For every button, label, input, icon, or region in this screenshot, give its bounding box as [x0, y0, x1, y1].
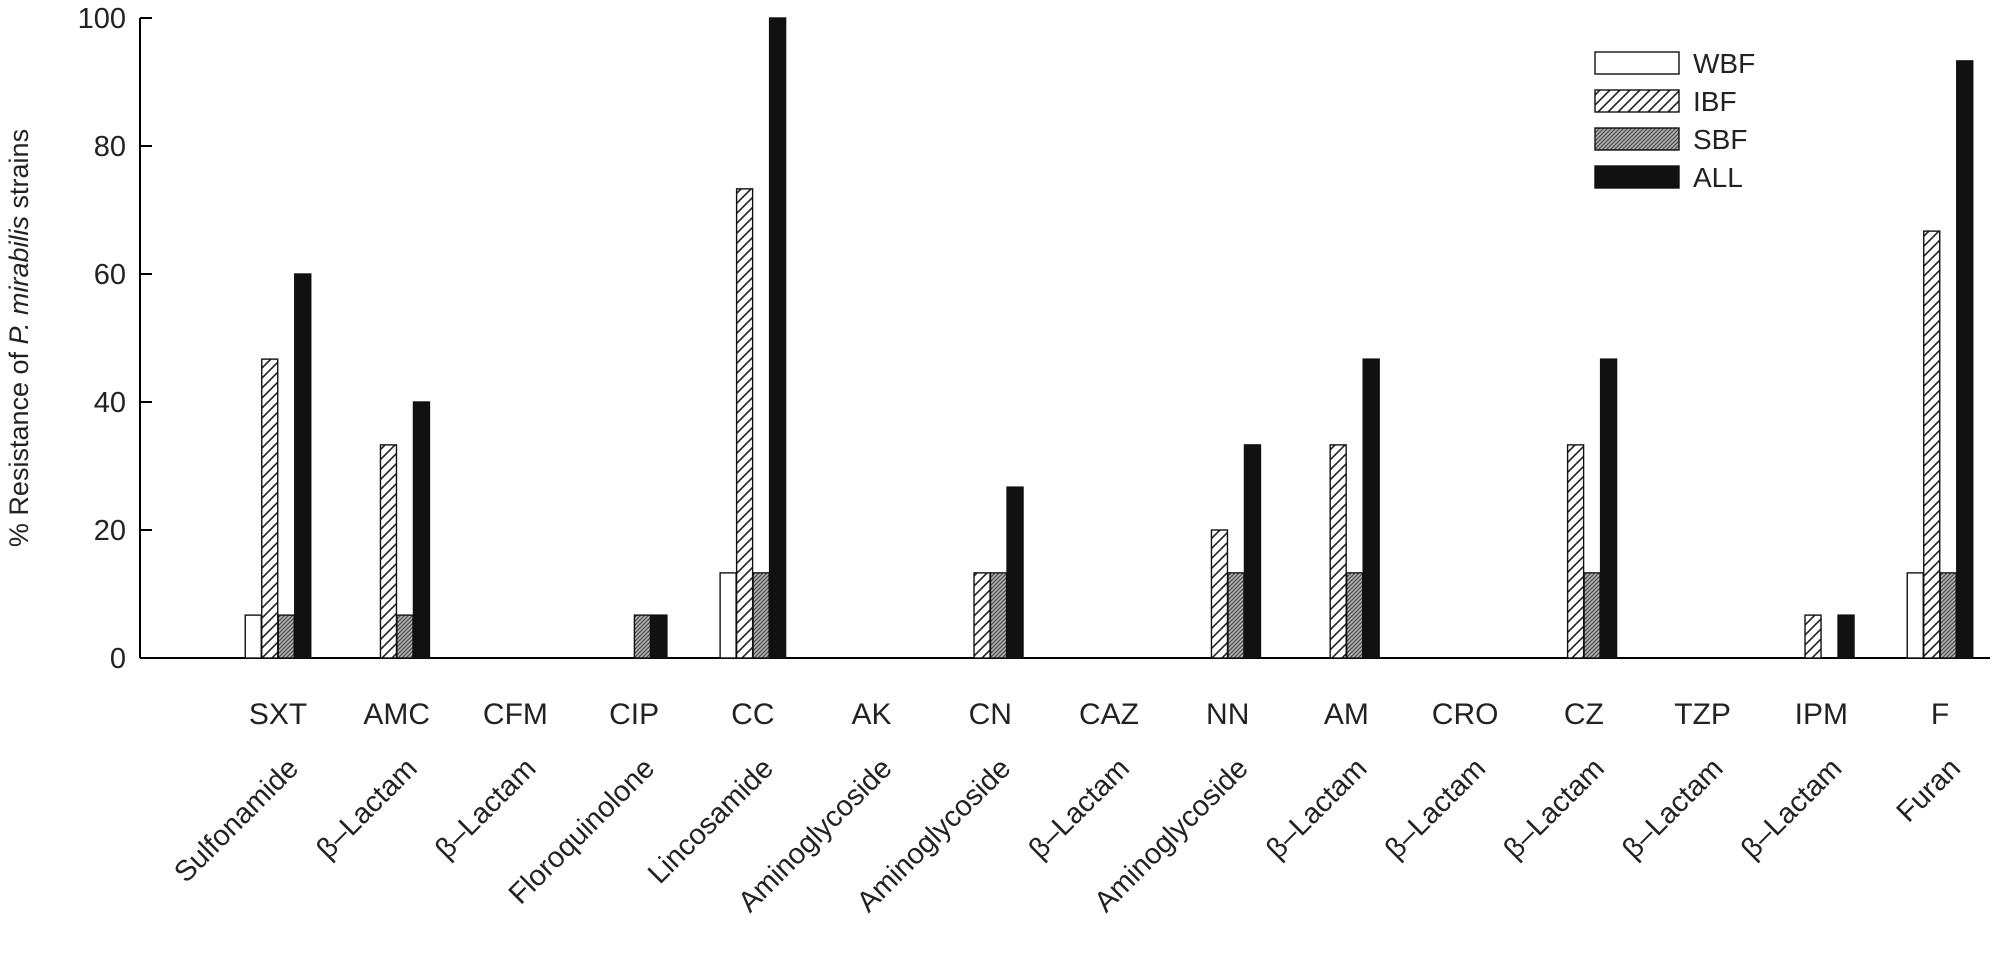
- legend-label-all: ALL: [1693, 162, 1743, 193]
- y-axis: 0 20 40 60 80 100: [78, 3, 152, 675]
- class-label-11: β–Lactam: [1498, 752, 1611, 865]
- x-tick-label-cro: CRO: [1432, 698, 1499, 731]
- x-tick-label-cip: CIP: [609, 698, 659, 731]
- y-tick-label: 20: [94, 515, 126, 547]
- bar-all-am: [1362, 358, 1380, 659]
- bar-sbf-amc: [396, 614, 414, 659]
- y-tick-label: 80: [94, 131, 126, 163]
- class-labels: Sulfonamide β–Lactam β–LactamFloroquinolon…: [168, 752, 1967, 918]
- x-tick-label-amc: AMC: [363, 698, 430, 731]
- x-tick-label-ipm: IPM: [1795, 698, 1848, 731]
- legend-label-wbf: WBF: [1693, 48, 1755, 79]
- bar-sbf-cip: [633, 614, 652, 659]
- class-label-7: β–Lactam: [1023, 752, 1136, 865]
- x-tick-label-tzp: TZP: [1674, 698, 1731, 731]
- y-axis-title-suffix: strains: [4, 129, 34, 216]
- x-tick-label-f: F: [1931, 698, 1949, 731]
- bar-all-amc: [412, 401, 431, 659]
- class-label-1: β–Lactam: [311, 752, 424, 865]
- x-tick-label-cz: CZ: [1564, 698, 1604, 731]
- bar-ibf-nn: [1210, 529, 1229, 659]
- class-label-0: Sulfonamide: [168, 752, 305, 889]
- class-label-14: Furan: [1891, 752, 1967, 828]
- y-axis-title-prefix: % Resistance of: [4, 344, 34, 547]
- bar-sbf-nn: [1227, 572, 1245, 659]
- bar-ibf-cz: [1566, 444, 1585, 659]
- bar-all-nn: [1243, 444, 1262, 659]
- bar-sbf-am: [1345, 572, 1364, 659]
- legend-label-ibf: IBF: [1693, 86, 1737, 117]
- bar-sbf-cn: [989, 572, 1008, 659]
- bar-ibf-sxt: [261, 358, 279, 659]
- y-axis-title-species: P. mirabilis: [4, 216, 34, 345]
- bar-all-f: [1956, 60, 1974, 659]
- class-label-12: β–Lactam: [1616, 752, 1729, 865]
- class-label-13: β–Lactam: [1735, 752, 1848, 865]
- x-tick-label-caz: CAZ: [1079, 698, 1139, 731]
- legend-swatch-all: [1594, 165, 1680, 189]
- class-label-10: β–Lactam: [1379, 752, 1492, 865]
- x-tick-label-ak: AK: [852, 698, 892, 731]
- bar-ibf-am: [1329, 444, 1347, 659]
- y-axis-label: % Resistance of P. mirabilis strains: [4, 129, 34, 547]
- y-axis-title: % Resistance of P. mirabilis strains: [4, 129, 34, 547]
- bar-all-cn: [1006, 486, 1024, 659]
- class-label-9: β–Lactam: [1260, 752, 1373, 865]
- x-tick-label-sxt: SXT: [249, 698, 307, 731]
- bar-all-sxt: [294, 273, 312, 659]
- bar-ibf-amc: [379, 444, 398, 659]
- x-tick-label-cc: CC: [731, 698, 774, 731]
- bar-all-cip: [650, 614, 668, 659]
- legend-swatch-sbf: [1594, 127, 1680, 151]
- x-tick-label-cfm: CFM: [483, 698, 548, 731]
- bar-wbf-f: [1906, 572, 1924, 659]
- bar-sbf-cz: [1583, 572, 1601, 659]
- x-tick-label-am: AM: [1324, 698, 1369, 731]
- bar-all-cz: [1599, 358, 1618, 659]
- y-tick-label: 100: [78, 3, 126, 35]
- y-tick-label: 40: [94, 387, 126, 419]
- bar-all-cc: [768, 17, 787, 659]
- legend-swatch-ibf: [1594, 89, 1680, 113]
- bar-ibf-ipm: [1804, 614, 1822, 659]
- bar-series-group: [244, 17, 1974, 659]
- legend-swatch-wbf: [1594, 51, 1680, 75]
- y-tick-label: 60: [94, 259, 126, 291]
- category-labels: SXT AMC CFM CIP CC AK CN CAZ NN AM CRO CZ TZP IPM F: [249, 698, 1949, 731]
- y-tick-label: 0: [110, 643, 126, 675]
- legend-label-sbf: SBF: [1693, 124, 1747, 155]
- bar-ibf-cc: [735, 188, 754, 659]
- bar-ibf-f: [1923, 230, 1941, 659]
- bar-sbf-cc: [752, 572, 770, 659]
- bar-ibf-cn: [973, 572, 991, 659]
- x-tick-label-cn: CN: [969, 698, 1012, 731]
- bar-wbf-cc: [719, 572, 737, 659]
- legend: WBF IBF SBF ALL: [1594, 48, 1755, 193]
- bar-wbf-sxt: [244, 614, 262, 659]
- bar-sbf-sxt: [277, 614, 295, 659]
- bar-sbf-f: [1939, 572, 1957, 659]
- bar-all-ipm: [1837, 614, 1855, 659]
- x-tick-label-nn: NN: [1206, 698, 1249, 731]
- class-label-2: β–Lactam: [429, 752, 542, 865]
